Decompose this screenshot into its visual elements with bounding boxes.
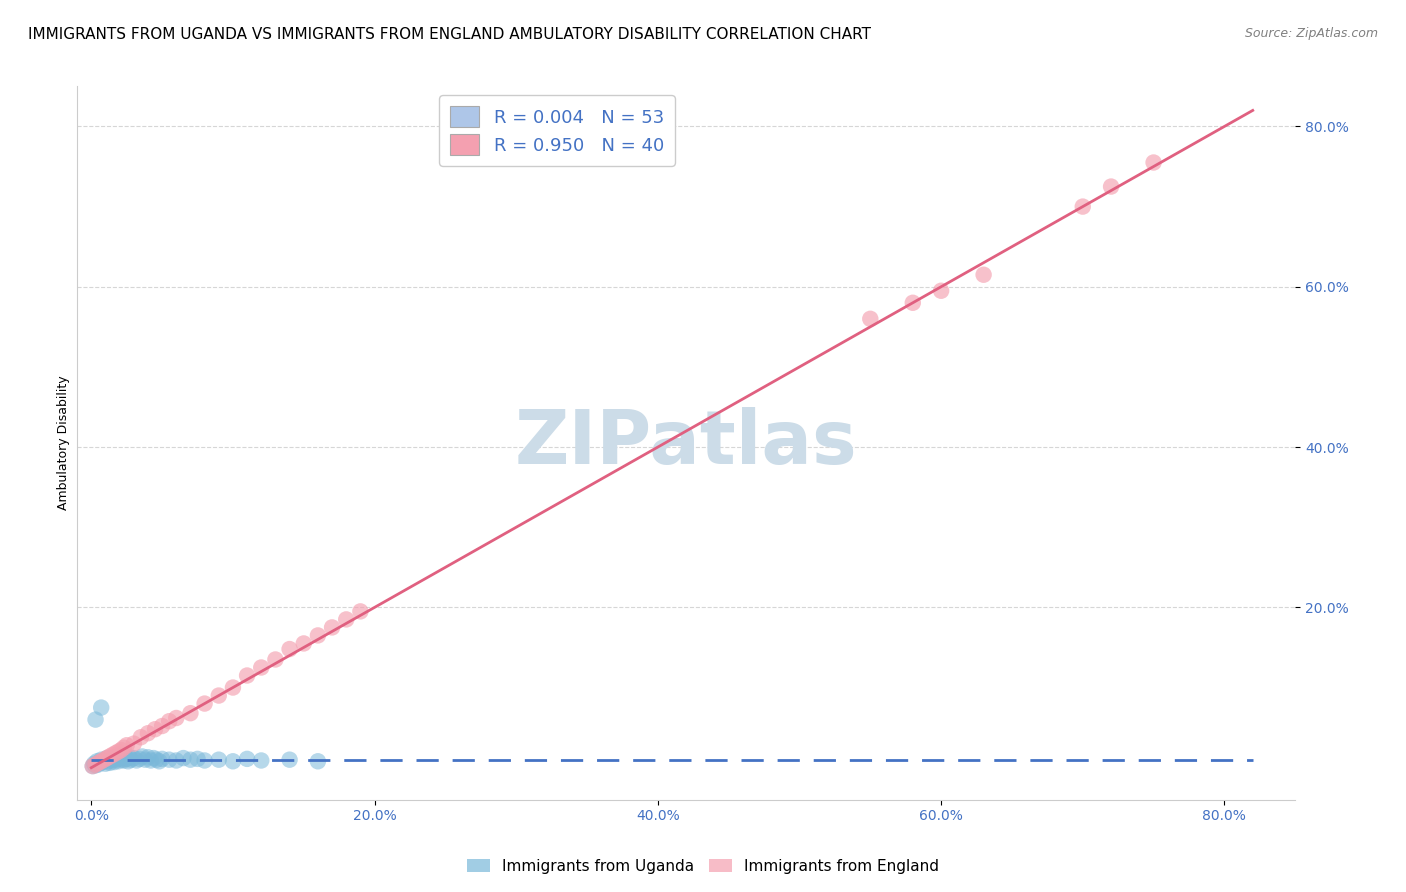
Point — [114, 749, 136, 764]
Point — [236, 668, 259, 682]
Point — [120, 753, 142, 767]
Point — [157, 714, 180, 729]
Point — [307, 628, 329, 642]
Point — [134, 753, 156, 767]
Point — [150, 752, 173, 766]
Point — [84, 757, 107, 772]
Point — [93, 753, 115, 767]
Point — [96, 751, 118, 765]
Point — [112, 754, 135, 768]
Point — [94, 756, 117, 771]
Point — [104, 750, 127, 764]
Point — [150, 719, 173, 733]
Point — [101, 754, 124, 768]
Point — [148, 754, 170, 768]
Point — [125, 754, 148, 768]
Point — [136, 726, 159, 740]
Point — [264, 652, 287, 666]
Point — [929, 284, 952, 298]
Point — [83, 756, 105, 771]
Point — [165, 711, 187, 725]
Text: Source: ZipAtlas.com: Source: ZipAtlas.com — [1244, 27, 1378, 40]
Y-axis label: Ambulatory Disability: Ambulatory Disability — [58, 376, 70, 510]
Point — [111, 753, 134, 767]
Point — [278, 642, 301, 657]
Point — [1099, 179, 1122, 194]
Point — [86, 754, 108, 768]
Legend: Immigrants from Uganda, Immigrants from England: Immigrants from Uganda, Immigrants from … — [461, 853, 945, 880]
Point — [973, 268, 995, 282]
Text: IMMIGRANTS FROM UGANDA VS IMMIGRANTS FROM ENGLAND AMBULATORY DISABILITY CORRELAT: IMMIGRANTS FROM UGANDA VS IMMIGRANTS FRO… — [28, 27, 872, 42]
Point — [90, 754, 112, 768]
Point — [349, 604, 371, 618]
Point — [115, 752, 138, 766]
Point — [100, 752, 122, 766]
Point — [321, 620, 343, 634]
Point — [1071, 200, 1094, 214]
Point — [90, 753, 112, 767]
Point — [139, 754, 162, 768]
Point — [222, 681, 245, 695]
Point — [292, 636, 315, 650]
Point — [87, 757, 110, 772]
Point — [179, 706, 201, 721]
Point — [128, 752, 150, 766]
Point — [122, 737, 145, 751]
Point — [859, 311, 882, 326]
Point — [194, 754, 217, 768]
Point — [901, 295, 924, 310]
Point — [104, 746, 127, 760]
Point — [82, 759, 104, 773]
Point — [1142, 155, 1164, 169]
Point — [208, 689, 231, 703]
Point — [82, 759, 104, 773]
Point — [335, 612, 357, 626]
Point — [112, 740, 135, 755]
Point — [186, 752, 208, 766]
Point — [96, 751, 118, 765]
Point — [194, 697, 217, 711]
Legend: R = 0.004   N = 53, R = 0.950   N = 40: R = 0.004 N = 53, R = 0.950 N = 40 — [440, 95, 675, 166]
Point — [107, 745, 129, 759]
Point — [87, 756, 110, 770]
Point — [157, 753, 180, 767]
Point — [278, 753, 301, 767]
Point — [122, 751, 145, 765]
Point — [91, 755, 114, 769]
Point — [98, 749, 121, 764]
Point — [97, 754, 120, 768]
Point — [110, 743, 132, 757]
Point — [89, 756, 111, 770]
Point — [307, 754, 329, 768]
Point — [118, 750, 141, 764]
Point — [110, 751, 132, 765]
Point — [129, 730, 152, 744]
Point — [143, 723, 166, 737]
Point — [145, 753, 167, 767]
Point — [250, 754, 273, 768]
Point — [105, 753, 128, 767]
Text: ZIPatlas: ZIPatlas — [515, 407, 858, 480]
Point — [117, 754, 139, 768]
Point — [115, 738, 138, 752]
Point — [108, 748, 131, 763]
Point — [250, 660, 273, 674]
Point — [222, 754, 245, 768]
Point — [98, 756, 121, 770]
Point — [165, 754, 187, 768]
Point — [131, 749, 153, 764]
Point — [136, 750, 159, 764]
Point — [107, 754, 129, 768]
Point — [84, 758, 107, 772]
Point — [208, 753, 231, 767]
Point — [90, 700, 112, 714]
Point — [93, 754, 115, 768]
Point — [142, 751, 165, 765]
Point — [172, 751, 194, 765]
Point — [236, 752, 259, 766]
Point — [179, 753, 201, 767]
Point — [103, 755, 125, 769]
Point — [101, 747, 124, 762]
Point — [84, 713, 107, 727]
